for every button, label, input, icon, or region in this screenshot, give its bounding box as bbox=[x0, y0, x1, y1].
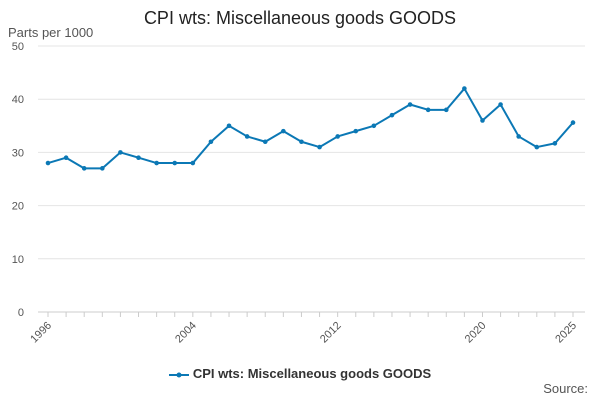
chart-title: CPI wts: Miscellaneous goods GOODS bbox=[143, 8, 457, 28]
data-point[interactable] bbox=[281, 128, 286, 134]
x-tick-label: 2025 bbox=[553, 320, 579, 346]
data-point[interactable] bbox=[317, 144, 322, 150]
data-point[interactable] bbox=[371, 123, 377, 129]
legend-series-icon bbox=[168, 372, 189, 378]
data-point[interactable] bbox=[118, 150, 123, 155]
data-point[interactable] bbox=[154, 160, 159, 166]
y-tick-label: 40 bbox=[12, 94, 24, 106]
data-point[interactable] bbox=[462, 86, 467, 91]
x-tick-label: 2012 bbox=[318, 320, 344, 346]
data-point[interactable] bbox=[172, 160, 178, 166]
data-point[interactable] bbox=[407, 102, 413, 107]
data-point[interactable] bbox=[262, 139, 268, 145]
data-point[interactable] bbox=[498, 102, 503, 107]
x-tick-label: 2004 bbox=[173, 320, 199, 346]
data-point[interactable] bbox=[534, 144, 540, 150]
data-point[interactable] bbox=[190, 160, 196, 166]
data-point[interactable] bbox=[425, 107, 431, 113]
data-point[interactable] bbox=[335, 134, 340, 139]
grid-lines bbox=[38, 45, 585, 313]
source-label: Source: bbox=[543, 381, 588, 396]
series-layer bbox=[45, 86, 576, 171]
data-point[interactable] bbox=[136, 155, 141, 161]
data-point[interactable] bbox=[100, 166, 105, 171]
y-tick-label: 20 bbox=[12, 201, 24, 213]
y-tick-label: 10 bbox=[12, 254, 24, 266]
legend-series-label: CPI wts: Miscellaneous goods GOODS bbox=[192, 366, 432, 381]
axes bbox=[47, 312, 574, 317]
y-axis-unit-label: Parts per 1000 bbox=[8, 25, 94, 40]
data-point[interactable] bbox=[552, 141, 558, 146]
data-point[interactable] bbox=[208, 139, 214, 145]
data-point[interactable] bbox=[226, 123, 232, 129]
data-point[interactable] bbox=[480, 118, 485, 123]
series-line-0 bbox=[47, 87, 574, 170]
y-tick-label: 0 bbox=[18, 307, 24, 319]
x-tick-label: 2020 bbox=[463, 320, 489, 346]
data-point[interactable] bbox=[45, 160, 51, 166]
tick-labels: 0 10 20 30 40 50 1996 2004 2012 2020 2025 bbox=[12, 41, 579, 345]
data-point[interactable] bbox=[389, 112, 395, 118]
y-tick-label: 30 bbox=[12, 147, 24, 159]
x-tick-label: 1996 bbox=[28, 320, 54, 346]
data-point[interactable] bbox=[516, 134, 521, 139]
data-point[interactable] bbox=[81, 166, 87, 171]
data-point[interactable] bbox=[570, 120, 576, 125]
data-point[interactable] bbox=[443, 107, 449, 113]
data-point[interactable] bbox=[353, 128, 359, 134]
data-point[interactable] bbox=[244, 134, 250, 139]
data-point[interactable] bbox=[299, 139, 304, 145]
legend[interactable]: CPI wts: Miscellaneous goods GOODS bbox=[0, 366, 600, 381]
data-point[interactable] bbox=[63, 155, 69, 161]
y-tick-label: 50 bbox=[12, 41, 24, 53]
